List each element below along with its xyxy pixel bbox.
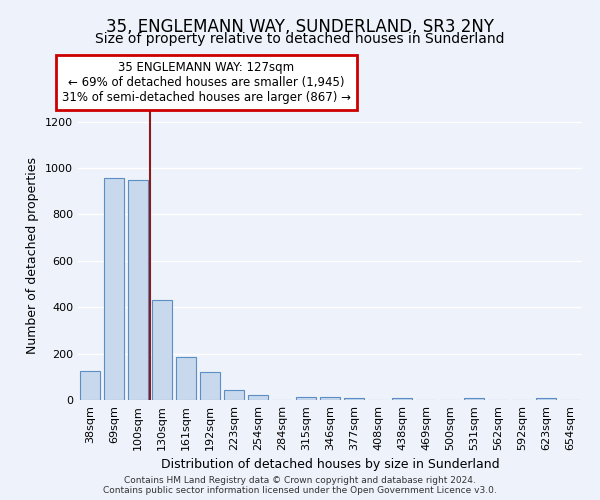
- Bar: [200, 372, 220, 400]
- Text: 35, ENGLEMANN WAY, SUNDERLAND, SR3 2NY: 35, ENGLEMANN WAY, SUNDERLAND, SR3 2NY: [106, 18, 494, 36]
- X-axis label: Distribution of detached houses by size in Sunderland: Distribution of detached houses by size …: [161, 458, 499, 471]
- Bar: [128, 180, 148, 400]
- Bar: [104, 178, 124, 400]
- Bar: [320, 396, 340, 400]
- Bar: [464, 398, 484, 400]
- Bar: [536, 398, 556, 400]
- Y-axis label: Number of detached properties: Number of detached properties: [26, 156, 40, 354]
- Bar: [248, 396, 268, 400]
- Bar: [152, 300, 172, 400]
- Bar: [80, 371, 100, 400]
- Bar: [344, 398, 364, 400]
- Bar: [176, 357, 196, 400]
- Bar: [224, 390, 244, 400]
- Bar: [296, 396, 316, 400]
- Text: 35 ENGLEMANN WAY: 127sqm
← 69% of detached houses are smaller (1,945)
31% of sem: 35 ENGLEMANN WAY: 127sqm ← 69% of detach…: [62, 61, 351, 104]
- Bar: [392, 398, 412, 400]
- Text: Size of property relative to detached houses in Sunderland: Size of property relative to detached ho…: [95, 32, 505, 46]
- Text: Contains HM Land Registry data © Crown copyright and database right 2024.
Contai: Contains HM Land Registry data © Crown c…: [103, 476, 497, 495]
